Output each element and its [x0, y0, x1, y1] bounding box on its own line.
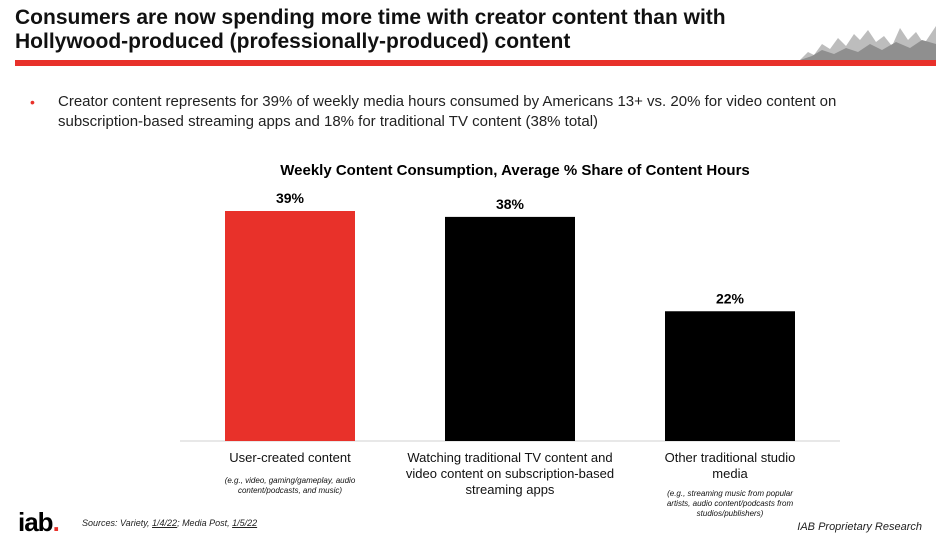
bar-2	[445, 216, 575, 441]
source-date-variety[interactable]: 1/4/22	[152, 518, 178, 528]
category-label-3: Other traditional studio media	[664, 450, 796, 481]
iab-logo-dot: .	[52, 507, 60, 537]
slide-title: Consumers are now spending more time wit…	[15, 6, 726, 53]
title-rule	[15, 60, 936, 66]
mountain-skyline-icon	[800, 26, 936, 60]
category-note-1: (e.g., video, gaming/gameplay, audio con…	[224, 476, 356, 495]
iab-logo: iab.	[18, 507, 60, 538]
bar-3	[665, 311, 795, 441]
data-label-3: 22%	[716, 290, 745, 306]
proprietary-label: IAB Proprietary Research	[797, 521, 922, 533]
sources-note: Sources: Variety, 1/4/22; Media Post, 1/…	[82, 518, 257, 528]
bar-1	[225, 211, 355, 441]
bullet-text: Creator content represents for 39% of we…	[58, 93, 837, 130]
category-label-1: User-created content	[229, 450, 351, 465]
chart-title: Weekly Content Consumption, Average % Sh…	[280, 162, 750, 179]
bullet-point: • Creator content represents for 39% of …	[30, 92, 880, 132]
sources-mid: ; Media Post,	[177, 518, 233, 528]
source-date-mediapost[interactable]: 1/5/22	[232, 518, 258, 528]
data-label-2: 38%	[496, 196, 525, 212]
iab-logo-text: iab	[18, 507, 54, 537]
category-note-3: (e.g., streaming music from popular arti…	[666, 489, 794, 518]
data-label-1: 39%	[276, 190, 305, 206]
sources-prefix: Sources: Variety,	[82, 518, 153, 528]
bullet-dot-icon: •	[30, 94, 35, 110]
category-label-2: Watching traditional TV content and vide…	[405, 450, 615, 497]
